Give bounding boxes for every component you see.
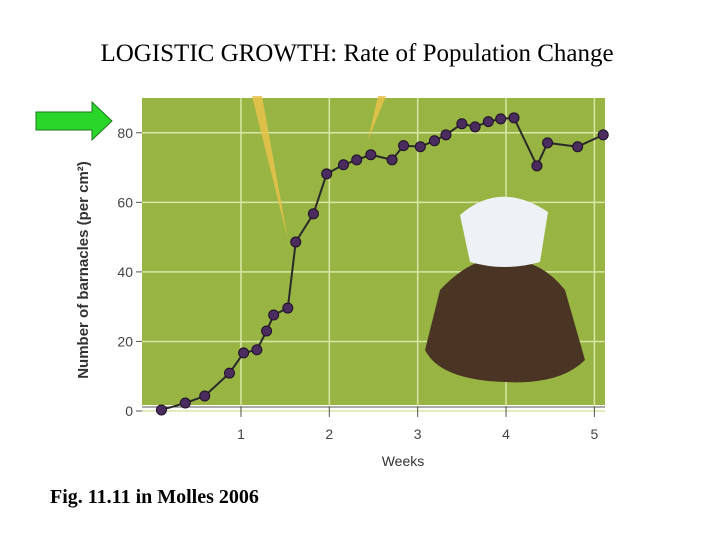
data-point (307, 208, 319, 220)
data-point (351, 154, 363, 166)
x-tick-label: 1 (237, 426, 245, 442)
data-point (398, 140, 410, 152)
data-point (179, 397, 191, 409)
data-point (261, 325, 273, 337)
data-point (199, 390, 211, 402)
y-tick-label: 60 (117, 194, 133, 210)
data-point (508, 112, 520, 124)
data-point (223, 367, 235, 379)
x-tick-label: 2 (325, 426, 333, 442)
data-point (469, 121, 481, 133)
data-point (155, 404, 167, 416)
data-point (531, 160, 543, 172)
pointer (252, 96, 288, 240)
x-axis-label: Weeks (382, 453, 425, 469)
data-point (572, 141, 584, 153)
slide-title: LOGISTIC GROWTH: Rate of Population Chan… (100, 40, 614, 67)
data-point (337, 159, 349, 171)
data-point (414, 141, 426, 153)
y-tick-label: 40 (117, 264, 133, 280)
data-point (482, 116, 494, 128)
x-tick-label: 5 (590, 426, 598, 442)
barnacle-illustration (425, 196, 585, 383)
data-point (251, 344, 263, 356)
data-point (365, 149, 377, 161)
data-point (440, 129, 452, 141)
data-point (386, 154, 398, 166)
y-axis-label: Number of barnacles (per cm²) (75, 161, 92, 379)
data-point (495, 113, 507, 125)
figure-caption: Fig. 11.11 in Molles 2006 (50, 486, 259, 508)
x-tick-label: 4 (502, 426, 510, 442)
data-point (238, 347, 250, 359)
y-tick-label: 0 (125, 403, 133, 419)
data-point (456, 118, 468, 130)
data-point (282, 302, 294, 314)
data-point (597, 129, 609, 141)
data-point (542, 137, 554, 149)
highlight-arrow (35, 100, 113, 142)
data-point (321, 168, 333, 180)
chart: Number of barnacles (per cm²) Weeks 0 20 4… (35, 96, 609, 469)
data-point (268, 309, 280, 321)
y-tick-label: 20 (117, 333, 133, 349)
x-tick-label: 3 (414, 426, 422, 442)
data-point (428, 135, 440, 147)
y-tick-label: 80 (117, 125, 133, 141)
data-point (290, 236, 302, 248)
pointer (368, 96, 386, 140)
